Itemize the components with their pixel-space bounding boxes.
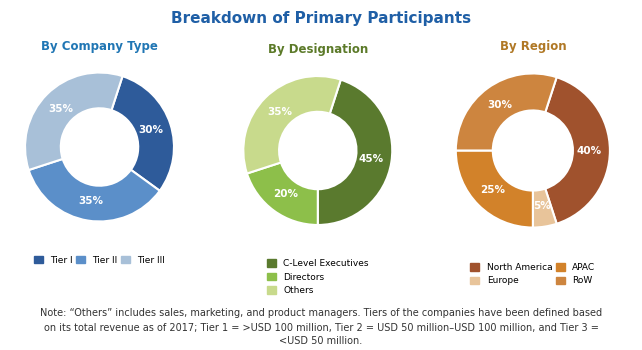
Wedge shape bbox=[545, 77, 610, 224]
Wedge shape bbox=[318, 80, 392, 225]
Text: Note: “Others” includes sales, marketing, and product managers. Tiers of the com: Note: “Others” includes sales, marketing… bbox=[40, 308, 602, 346]
Text: 40%: 40% bbox=[577, 146, 602, 155]
Wedge shape bbox=[243, 76, 341, 174]
Text: 5%: 5% bbox=[533, 201, 551, 211]
Title: By Region: By Region bbox=[499, 40, 566, 53]
Text: 30%: 30% bbox=[487, 100, 512, 110]
Title: By Company Type: By Company Type bbox=[41, 40, 158, 53]
Text: 35%: 35% bbox=[49, 104, 74, 113]
Text: 30%: 30% bbox=[139, 125, 164, 135]
Legend: Tier I, Tier II, Tier III: Tier I, Tier II, Tier III bbox=[33, 256, 166, 265]
Text: 25%: 25% bbox=[481, 185, 506, 195]
Wedge shape bbox=[112, 76, 174, 191]
Wedge shape bbox=[456, 150, 533, 228]
Text: 35%: 35% bbox=[267, 107, 292, 117]
Wedge shape bbox=[29, 159, 160, 222]
Title: By Designation: By Designation bbox=[268, 43, 368, 56]
Wedge shape bbox=[247, 162, 318, 225]
Text: 20%: 20% bbox=[273, 189, 299, 200]
Text: 45%: 45% bbox=[359, 154, 384, 164]
Legend: C-Level Executives, Directors, Others: C-Level Executives, Directors, Others bbox=[267, 259, 369, 295]
Wedge shape bbox=[25, 72, 123, 170]
Text: Breakdown of Primary Participants: Breakdown of Primary Participants bbox=[171, 10, 471, 26]
Wedge shape bbox=[533, 189, 557, 228]
Legend: North America, Europe, APAC, RoW: North America, Europe, APAC, RoW bbox=[471, 263, 595, 285]
Wedge shape bbox=[456, 74, 557, 150]
Text: 35%: 35% bbox=[78, 196, 103, 206]
